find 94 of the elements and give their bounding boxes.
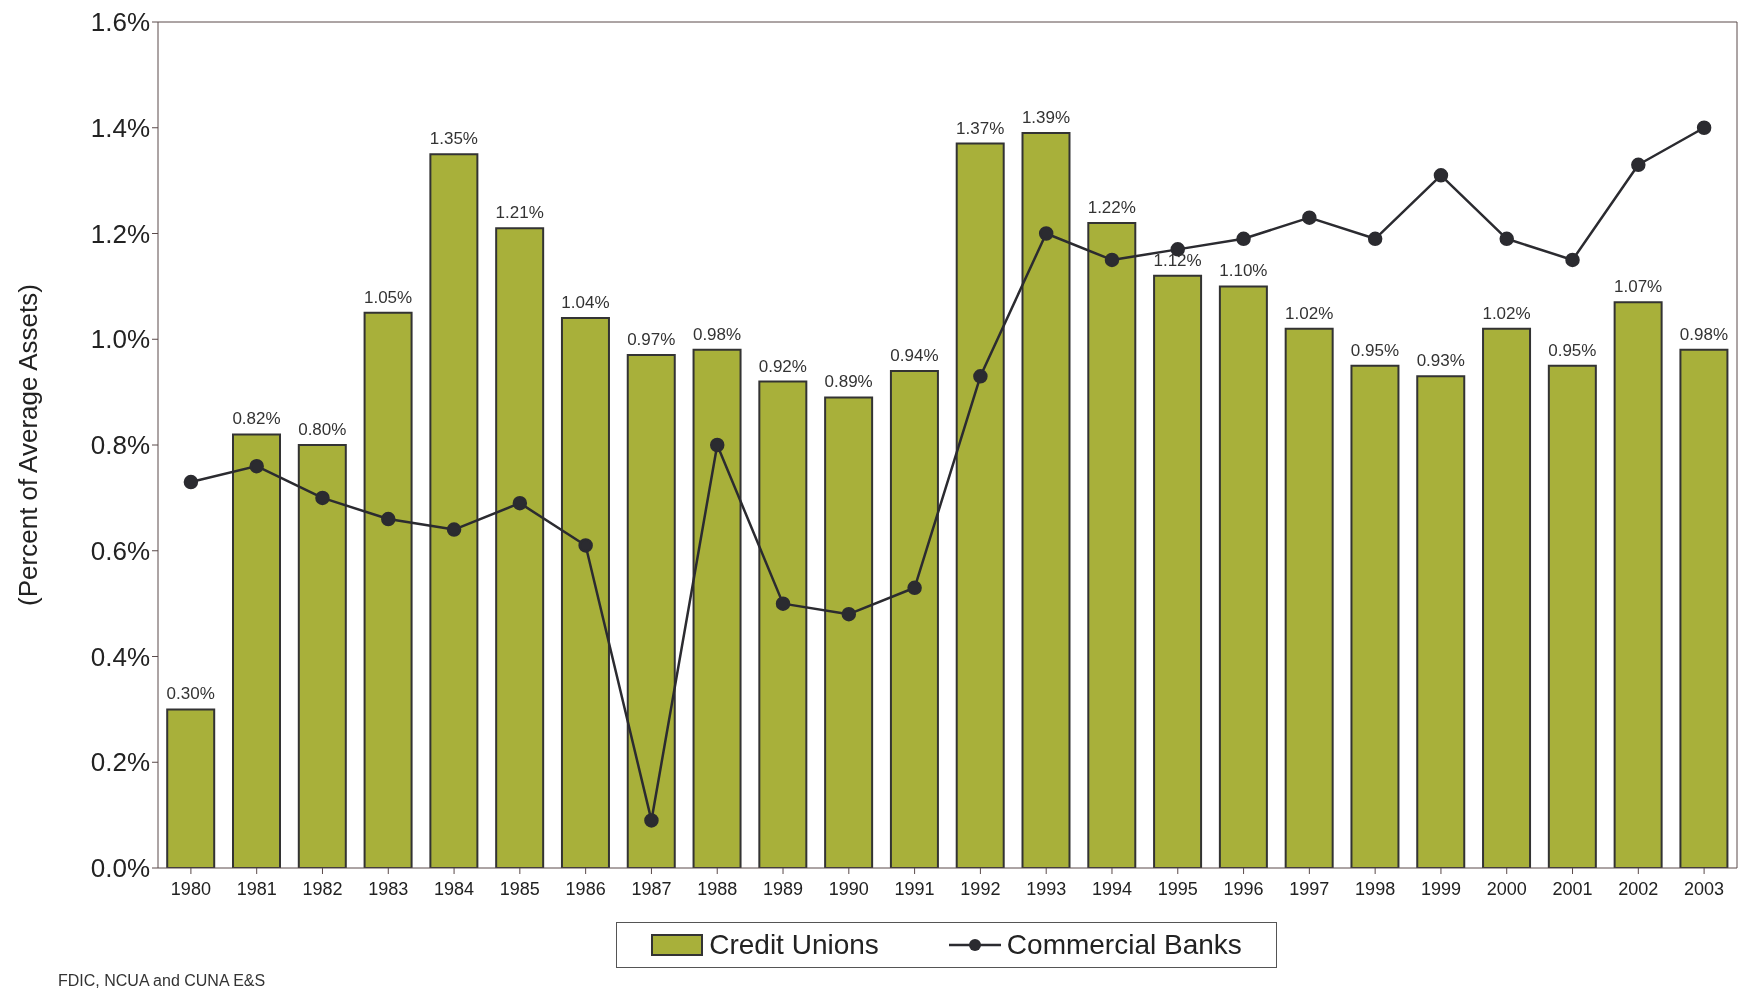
- data-label: 0.92%: [758, 356, 807, 376]
- data-label: 1.22%: [1087, 197, 1136, 217]
- point: [907, 580, 922, 596]
- y-tick-label: 0.2%: [90, 747, 150, 778]
- data-label: 0.82%: [232, 409, 281, 429]
- y-axis-title: (Percent of Average Assets): [13, 284, 44, 606]
- bar: [1679, 348, 1729, 868]
- x-tick-label: 1998: [1355, 878, 1396, 899]
- x-tick-label: 2002: [1618, 878, 1659, 899]
- y-tick-label: 1.6%: [90, 7, 150, 38]
- x-tick-label: 1985: [499, 878, 540, 899]
- x-tick-label: 1993: [1026, 878, 1067, 899]
- bar: [1153, 274, 1203, 868]
- x-tick-label: 1988: [697, 878, 738, 899]
- y-tick-label: 0.0%: [90, 853, 150, 884]
- point: [512, 495, 528, 511]
- x-tick-label: 1995: [1157, 878, 1198, 899]
- text: FDIC, NCUA and CUNA E&S: [58, 972, 267, 990]
- point: [1367, 231, 1383, 247]
- point: [249, 458, 264, 474]
- y-tick-label: 0.4%: [90, 641, 150, 672]
- x-tick-label: 1981: [236, 878, 277, 899]
- data-label: 0.95%: [1548, 340, 1597, 360]
- x-tick-label: 1987: [631, 878, 672, 899]
- bar: [1416, 375, 1466, 868]
- data-label: 0.93%: [1416, 351, 1465, 371]
- point: [1302, 210, 1317, 225]
- point: [578, 538, 593, 553]
- data-label: 1.21%: [495, 203, 544, 223]
- point: [709, 437, 725, 453]
- x-tick-label: 1980: [170, 878, 211, 899]
- data-label: 1.02%: [1285, 303, 1334, 323]
- x-tick-label: 1997: [1289, 878, 1330, 899]
- data-label: 0.30%: [166, 684, 215, 704]
- bar: [1218, 285, 1268, 868]
- legend-label: Commercial Banks: [1006, 929, 1242, 961]
- y-tick-label: 1.2%: [90, 218, 150, 249]
- point: [1038, 226, 1054, 241]
- point: [381, 511, 396, 527]
- bar: [1284, 327, 1334, 868]
- x-tick-label: 1984: [434, 878, 475, 899]
- point: [1565, 252, 1580, 268]
- point: [1104, 252, 1120, 268]
- point: [446, 522, 462, 537]
- y-tick-label: 0.8%: [90, 430, 150, 461]
- point: [315, 490, 330, 506]
- x-tick-label: 1986: [565, 878, 606, 899]
- x-tick-label: 2003: [1684, 878, 1725, 899]
- data-label: 1.05%: [363, 287, 413, 307]
- point: [1433, 168, 1449, 183]
- x-tick-label: 1996: [1223, 878, 1264, 899]
- x-tick-label: 1989: [763, 878, 804, 899]
- point: [973, 369, 988, 384]
- data-label: 1.35%: [429, 129, 478, 149]
- x-tick-label: 1982: [302, 878, 343, 899]
- point: [1631, 157, 1646, 173]
- point: [775, 596, 791, 611]
- x-tick-label: 2000: [1486, 878, 1527, 899]
- x-tick-label: 1992: [960, 878, 1001, 899]
- data-label: 1.39%: [1021, 108, 1071, 128]
- point: [1696, 120, 1712, 135]
- point: [1499, 231, 1514, 247]
- bar: [166, 708, 216, 868]
- data-label: 0.89%: [824, 372, 873, 392]
- bar: [1547, 364, 1597, 868]
- y-tick-label: 1.0%: [90, 324, 150, 355]
- x-tick-label: 1990: [828, 878, 869, 899]
- x-tick-label: 1994: [1091, 878, 1132, 899]
- y-tick-label: 0.6%: [90, 535, 150, 566]
- data-label: 0.80%: [298, 420, 347, 439]
- x-tick-label: 1991: [894, 878, 935, 899]
- bar: [1350, 364, 1400, 868]
- y-tick-label: 1.4%: [90, 112, 150, 143]
- point: [1236, 231, 1251, 247]
- data-label: 0.94%: [890, 345, 939, 365]
- data-label: 0.97%: [627, 330, 676, 350]
- point: [644, 813, 659, 828]
- data-label: 0.98%: [1679, 324, 1729, 344]
- x-tick-label: 1983: [368, 878, 409, 899]
- data-label: 1.07%: [1614, 277, 1663, 297]
- data-label: 0.95%: [1350, 340, 1400, 360]
- point: [841, 606, 857, 622]
- data-label: 1.10%: [1219, 261, 1268, 281]
- bar: [1613, 301, 1663, 868]
- point: [183, 474, 199, 490]
- legend-label: Credit Unions: [709, 929, 879, 961]
- data-label: 0.98%: [692, 324, 742, 344]
- data-label: 1.04%: [561, 293, 610, 313]
- data-label: 1.37%: [956, 118, 1005, 138]
- x-tick-label: 1999: [1420, 878, 1461, 899]
- bar: [1482, 327, 1532, 868]
- data-label: 1.12%: [1153, 250, 1202, 270]
- data-label: 1.02%: [1482, 303, 1531, 323]
- x-tick-label: 2001: [1552, 878, 1593, 899]
